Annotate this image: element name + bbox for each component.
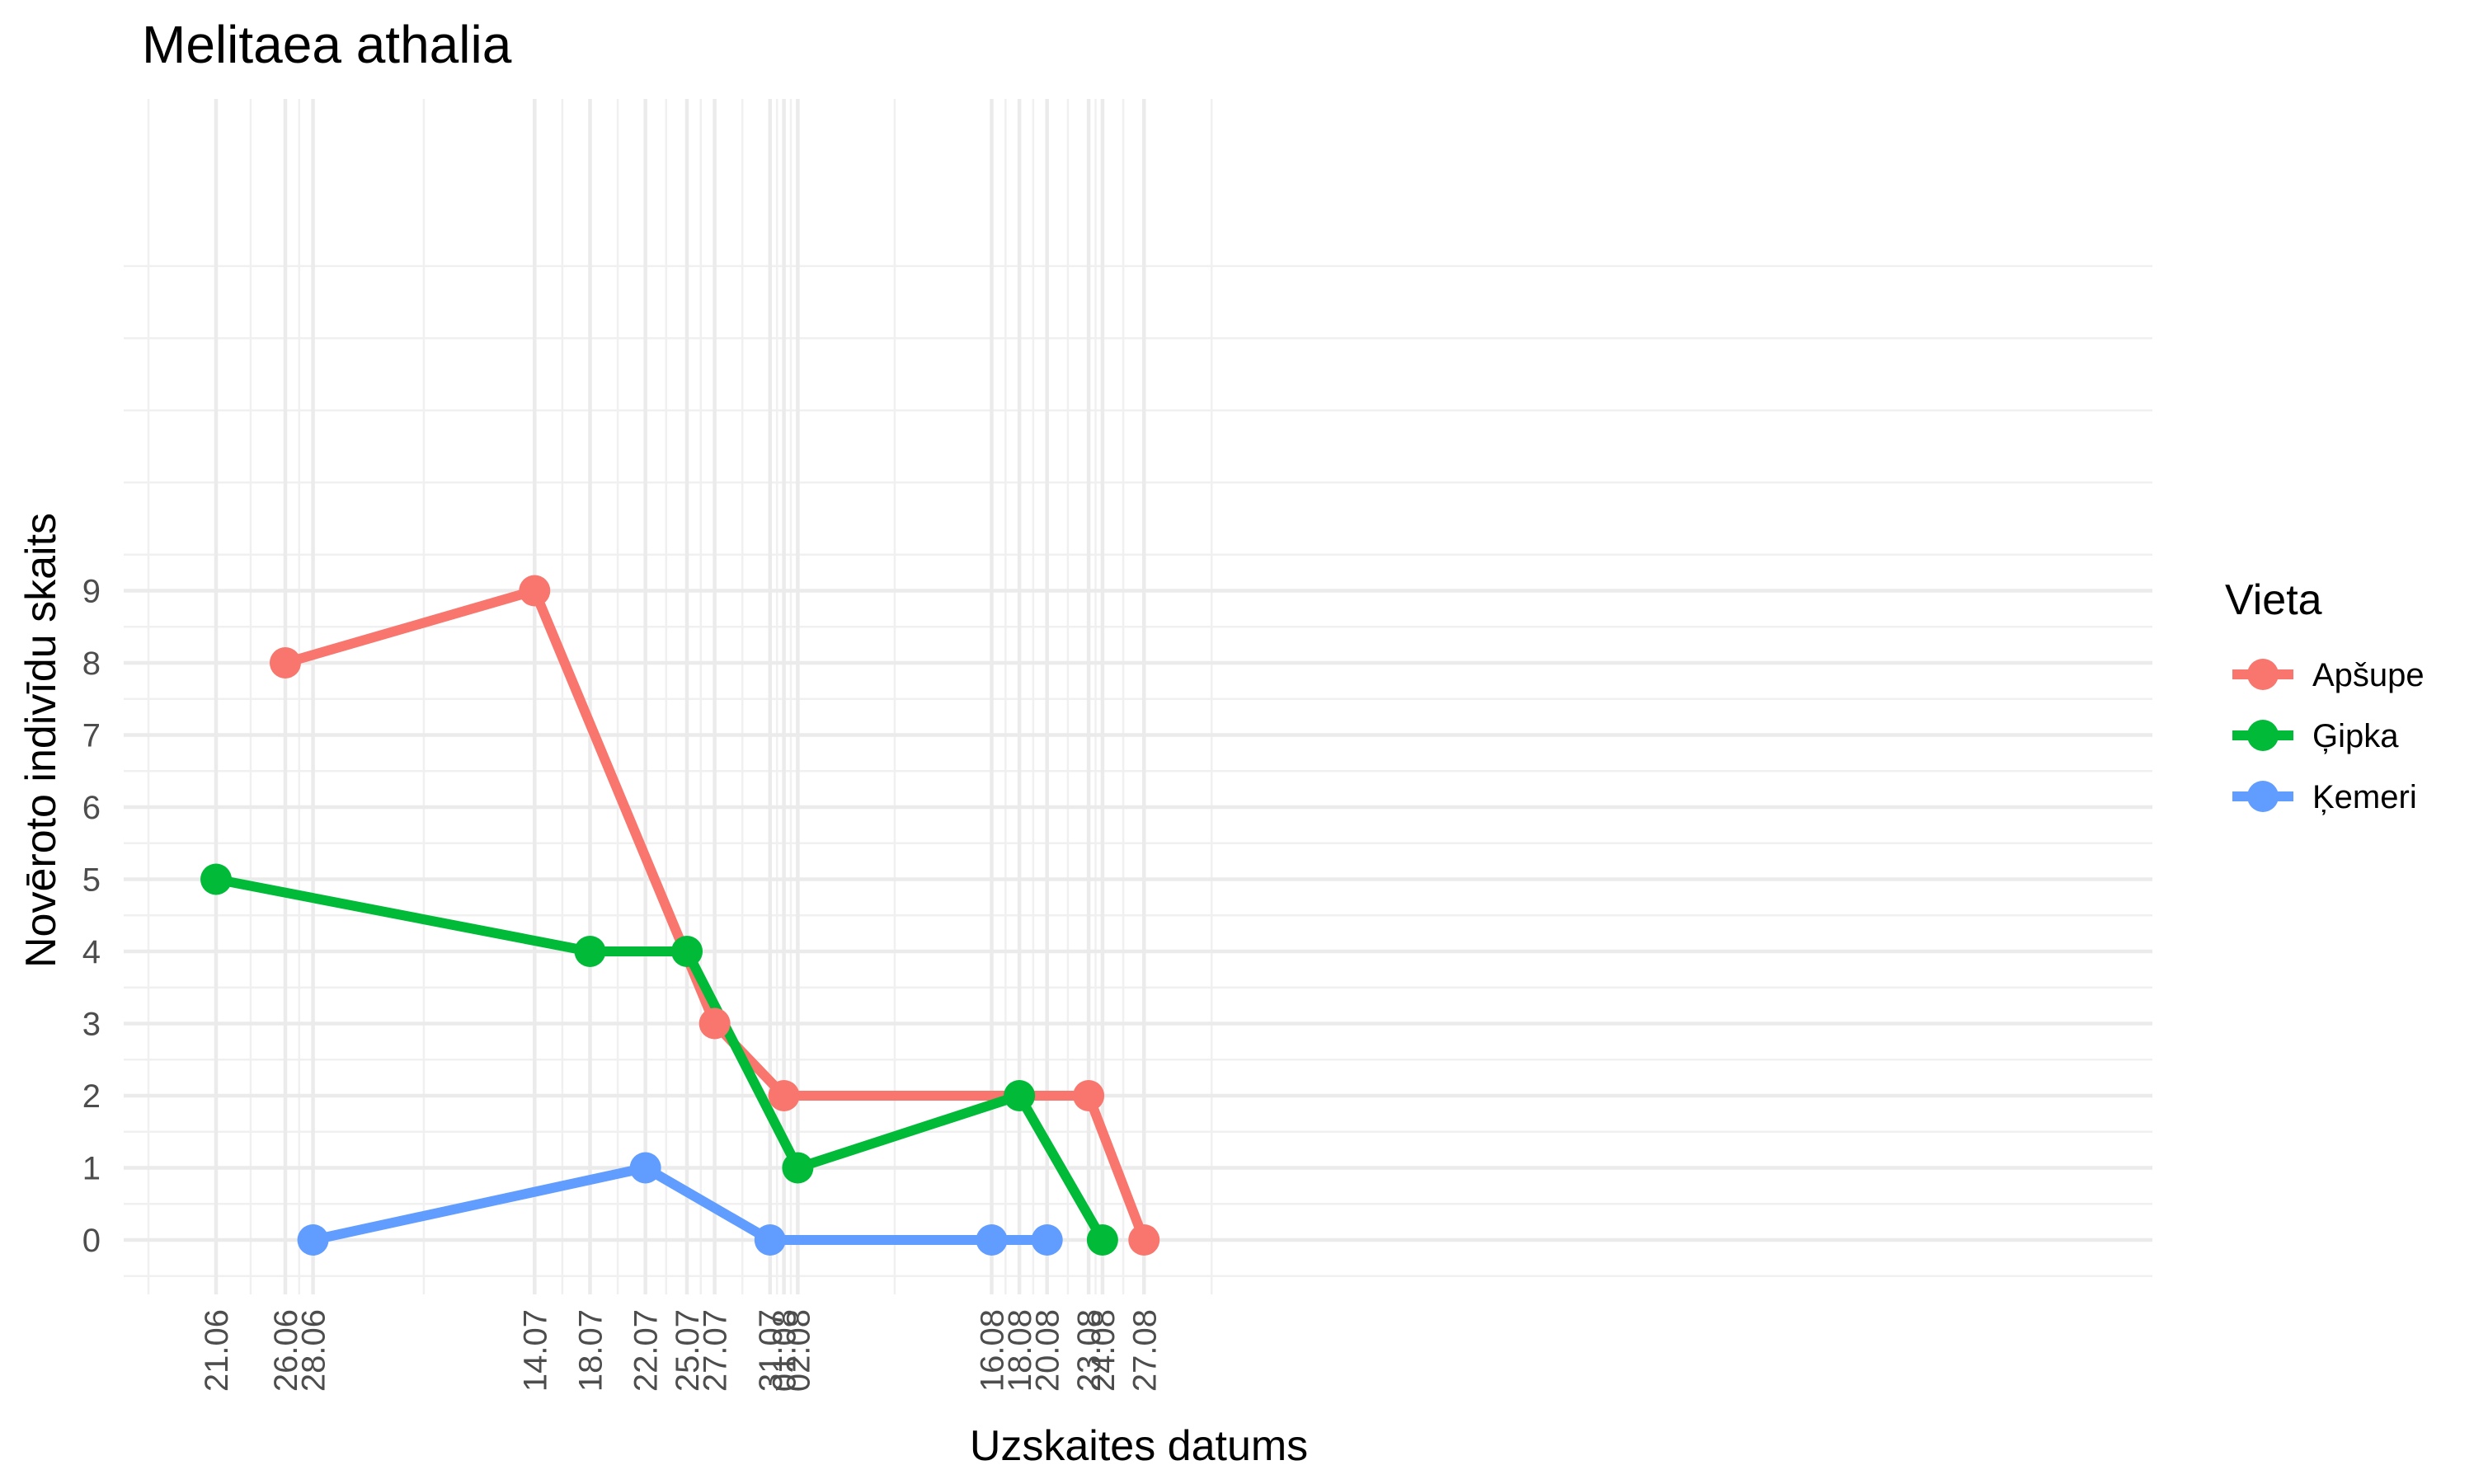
x-tick-label: 02.08: [780, 1309, 816, 1392]
legend-items: Apšupe Ģipka Ķemeri: [2232, 657, 2425, 815]
x-tick-label: 26.06: [268, 1309, 304, 1392]
legend-label: Apšupe: [2312, 657, 2425, 693]
series-points: [200, 575, 1160, 1256]
y-tick-label: 3: [82, 1007, 101, 1043]
x-tick-label: 28.06: [296, 1309, 332, 1392]
data-point: [1004, 1080, 1036, 1111]
y-tick-label: 6: [82, 790, 101, 826]
legend-label: Ģipka: [2312, 718, 2399, 754]
legend-title: Vieta: [2225, 576, 2322, 624]
x-tick-label: 18.08: [1002, 1309, 1038, 1392]
data-point: [1086, 1224, 1118, 1256]
data-point: [671, 936, 703, 967]
series-line: [284, 585, 1149, 1242]
x-tick-label: 22.07: [628, 1309, 665, 1392]
x-tick-label: 14.07: [517, 1309, 553, 1392]
data-point: [200, 863, 232, 895]
y-tick-label: 4: [82, 934, 101, 970]
chart-title: Melitaea athalia: [142, 15, 512, 74]
x-tick-label: 20.08: [1030, 1309, 1066, 1392]
y-axis-title: Novēroto indivīdu skaits: [17, 513, 65, 968]
x-tick-label: 27.08: [1126, 1309, 1163, 1392]
data-point: [1073, 1080, 1105, 1111]
data-point: [1128, 1224, 1160, 1256]
legend-key-point: [2247, 659, 2279, 690]
y-axis-tick-labels: 0 1 2 3 4 5 6 7 8 9: [82, 574, 101, 1260]
x-tick-label: 27.07: [698, 1309, 734, 1392]
data-point: [269, 647, 301, 679]
data-point: [574, 936, 606, 967]
x-tick-label: 23.08: [1071, 1309, 1108, 1392]
data-point: [976, 1224, 1008, 1256]
major-gridlines: [124, 99, 2152, 1294]
y-tick-label: 9: [82, 574, 101, 610]
y-tick-label: 5: [82, 862, 101, 899]
y-tick-label: 0: [82, 1223, 101, 1259]
data-point: [698, 1007, 731, 1040]
series-line: [214, 874, 1108, 1242]
data-point: [297, 1224, 329, 1256]
legend-key-point: [2247, 720, 2279, 751]
data-point: [782, 1152, 814, 1184]
x-tick-label: 01.08: [767, 1309, 803, 1392]
data-point: [519, 575, 551, 607]
y-tick-label: 7: [82, 718, 101, 754]
legend-item: Ķemeri: [2232, 779, 2417, 815]
x-tick-label: 16.08: [975, 1309, 1011, 1392]
legend-item: Ģipka: [2232, 718, 2399, 754]
data-point: [754, 1224, 786, 1256]
data-point: [629, 1152, 661, 1184]
data-point: [768, 1080, 800, 1111]
data-point: [1031, 1224, 1063, 1256]
x-tick-label: 21.06: [199, 1309, 235, 1392]
legend-item: Apšupe: [2232, 657, 2425, 693]
legend: Vieta Apšupe Ģipka Ķemeri: [2225, 576, 2425, 815]
x-tick-label: 18.07: [572, 1309, 609, 1392]
x-tick-label: 31.07: [753, 1309, 789, 1392]
y-tick-label: 2: [82, 1078, 101, 1115]
legend-label: Ķemeri: [2312, 779, 2417, 815]
x-tick-label: 24.08: [1085, 1309, 1122, 1392]
y-tick-label: 1: [82, 1151, 101, 1187]
legend-key-point: [2247, 781, 2279, 812]
minor-gridlines: [124, 99, 2152, 1294]
x-tick-label: 25.07: [670, 1309, 706, 1392]
x-axis-title: Uzskaites datums: [970, 1422, 1308, 1470]
y-tick-label: 8: [82, 646, 101, 682]
